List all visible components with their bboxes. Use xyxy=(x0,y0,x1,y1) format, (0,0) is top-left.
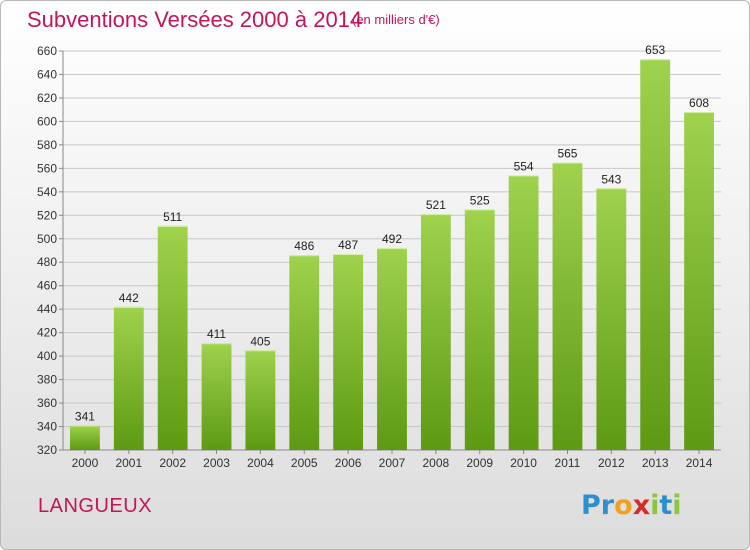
bar xyxy=(70,425,100,450)
y-tick-label: 620 xyxy=(37,91,57,105)
bar xyxy=(684,112,714,450)
data-label: 543 xyxy=(601,172,621,186)
data-label: 565 xyxy=(557,146,577,160)
bars xyxy=(70,59,714,451)
y-tick-label: 480 xyxy=(37,255,57,269)
logo-letter: o xyxy=(614,490,633,521)
y-tick-label: 400 xyxy=(37,349,57,363)
y-tick-label: 580 xyxy=(37,138,57,152)
x-tick-label: 2007 xyxy=(379,456,406,470)
x-tick-label: 2000 xyxy=(72,456,99,470)
data-label: 492 xyxy=(382,232,402,246)
y-tick-label: 560 xyxy=(37,161,57,175)
x-tick-label: 2002 xyxy=(159,456,186,470)
data-label: 511 xyxy=(163,210,182,224)
bar xyxy=(157,225,188,450)
x-tick-label: 2003 xyxy=(203,456,230,470)
logo-letter: i xyxy=(672,490,682,521)
bar xyxy=(377,248,407,450)
x-tick-label: 2004 xyxy=(247,456,274,470)
bar xyxy=(245,350,276,450)
logo-letter: x xyxy=(632,490,651,521)
bar xyxy=(113,306,144,450)
data-label: 554 xyxy=(514,159,534,173)
data-label: 521 xyxy=(426,198,446,212)
x-tick-label: 2010 xyxy=(510,456,537,470)
data-label: 608 xyxy=(689,96,709,110)
bar xyxy=(508,175,539,451)
y-tick-label: 420 xyxy=(37,326,57,340)
data-label: 411 xyxy=(207,327,226,341)
bar xyxy=(640,59,671,450)
chart-title: Subventions Versées 2000 à 2014 xyxy=(27,7,363,32)
y-tick-label: 440 xyxy=(37,302,57,316)
data-label: 442 xyxy=(119,291,139,305)
y-tick-label: 520 xyxy=(37,208,57,222)
y-axis-ticks: 320 340 360 380 400 420 440 460 480 500 520 540 560 5… xyxy=(37,44,63,457)
y-tick-label: 320 xyxy=(37,443,57,457)
proxiti-logo[interactable]: Proxiti xyxy=(581,490,682,521)
logo-letter: r xyxy=(600,490,615,521)
chart-subtitle: (en milliers d'€) xyxy=(352,12,440,27)
x-tick-label: 2009 xyxy=(466,456,493,470)
y-tick-label: 460 xyxy=(37,279,57,293)
data-label: 405 xyxy=(250,334,270,348)
data-labels: 341 442 511 411 405 486 487 492 521 525 554 565 543 6… xyxy=(75,43,709,423)
y-tick-label: 600 xyxy=(37,114,57,128)
bar xyxy=(201,343,232,450)
x-axis-ticks: 2000 2001 2002 2003 2004 2005 2006 2007 2008 2009… xyxy=(72,450,713,470)
x-tick-label: 2013 xyxy=(642,456,669,470)
bar xyxy=(420,214,451,450)
y-tick-label: 660 xyxy=(37,44,57,58)
y-tick-label: 340 xyxy=(37,420,57,434)
x-tick-label: 2014 xyxy=(686,456,713,470)
place-name: LANGUEUX xyxy=(38,495,153,517)
y-tick-label: 500 xyxy=(37,232,57,246)
y-tick-label: 380 xyxy=(37,373,57,387)
x-tick-label: 2006 xyxy=(335,456,362,470)
bar xyxy=(464,209,495,450)
x-tick-label: 2001 xyxy=(115,456,142,470)
x-tick-label: 2011 xyxy=(555,456,581,470)
bar xyxy=(289,255,320,450)
logo-letter: t xyxy=(659,490,673,521)
logo-letter: i xyxy=(650,490,660,521)
data-label: 486 xyxy=(294,239,314,253)
bar xyxy=(552,162,583,450)
logo-letter: P xyxy=(581,490,601,521)
y-tick-label: 360 xyxy=(37,396,57,410)
x-tick-label: 2005 xyxy=(291,456,318,470)
bar xyxy=(333,254,364,450)
x-tick-label: 2008 xyxy=(423,456,450,470)
data-label: 487 xyxy=(338,238,358,252)
data-label: 525 xyxy=(470,193,490,207)
y-tick-label: 540 xyxy=(37,185,57,199)
bar xyxy=(596,188,627,450)
data-label: 341 xyxy=(75,409,95,423)
data-label: 653 xyxy=(645,43,665,57)
y-tick-label: 640 xyxy=(37,67,57,81)
x-tick-label: 2012 xyxy=(598,456,625,470)
